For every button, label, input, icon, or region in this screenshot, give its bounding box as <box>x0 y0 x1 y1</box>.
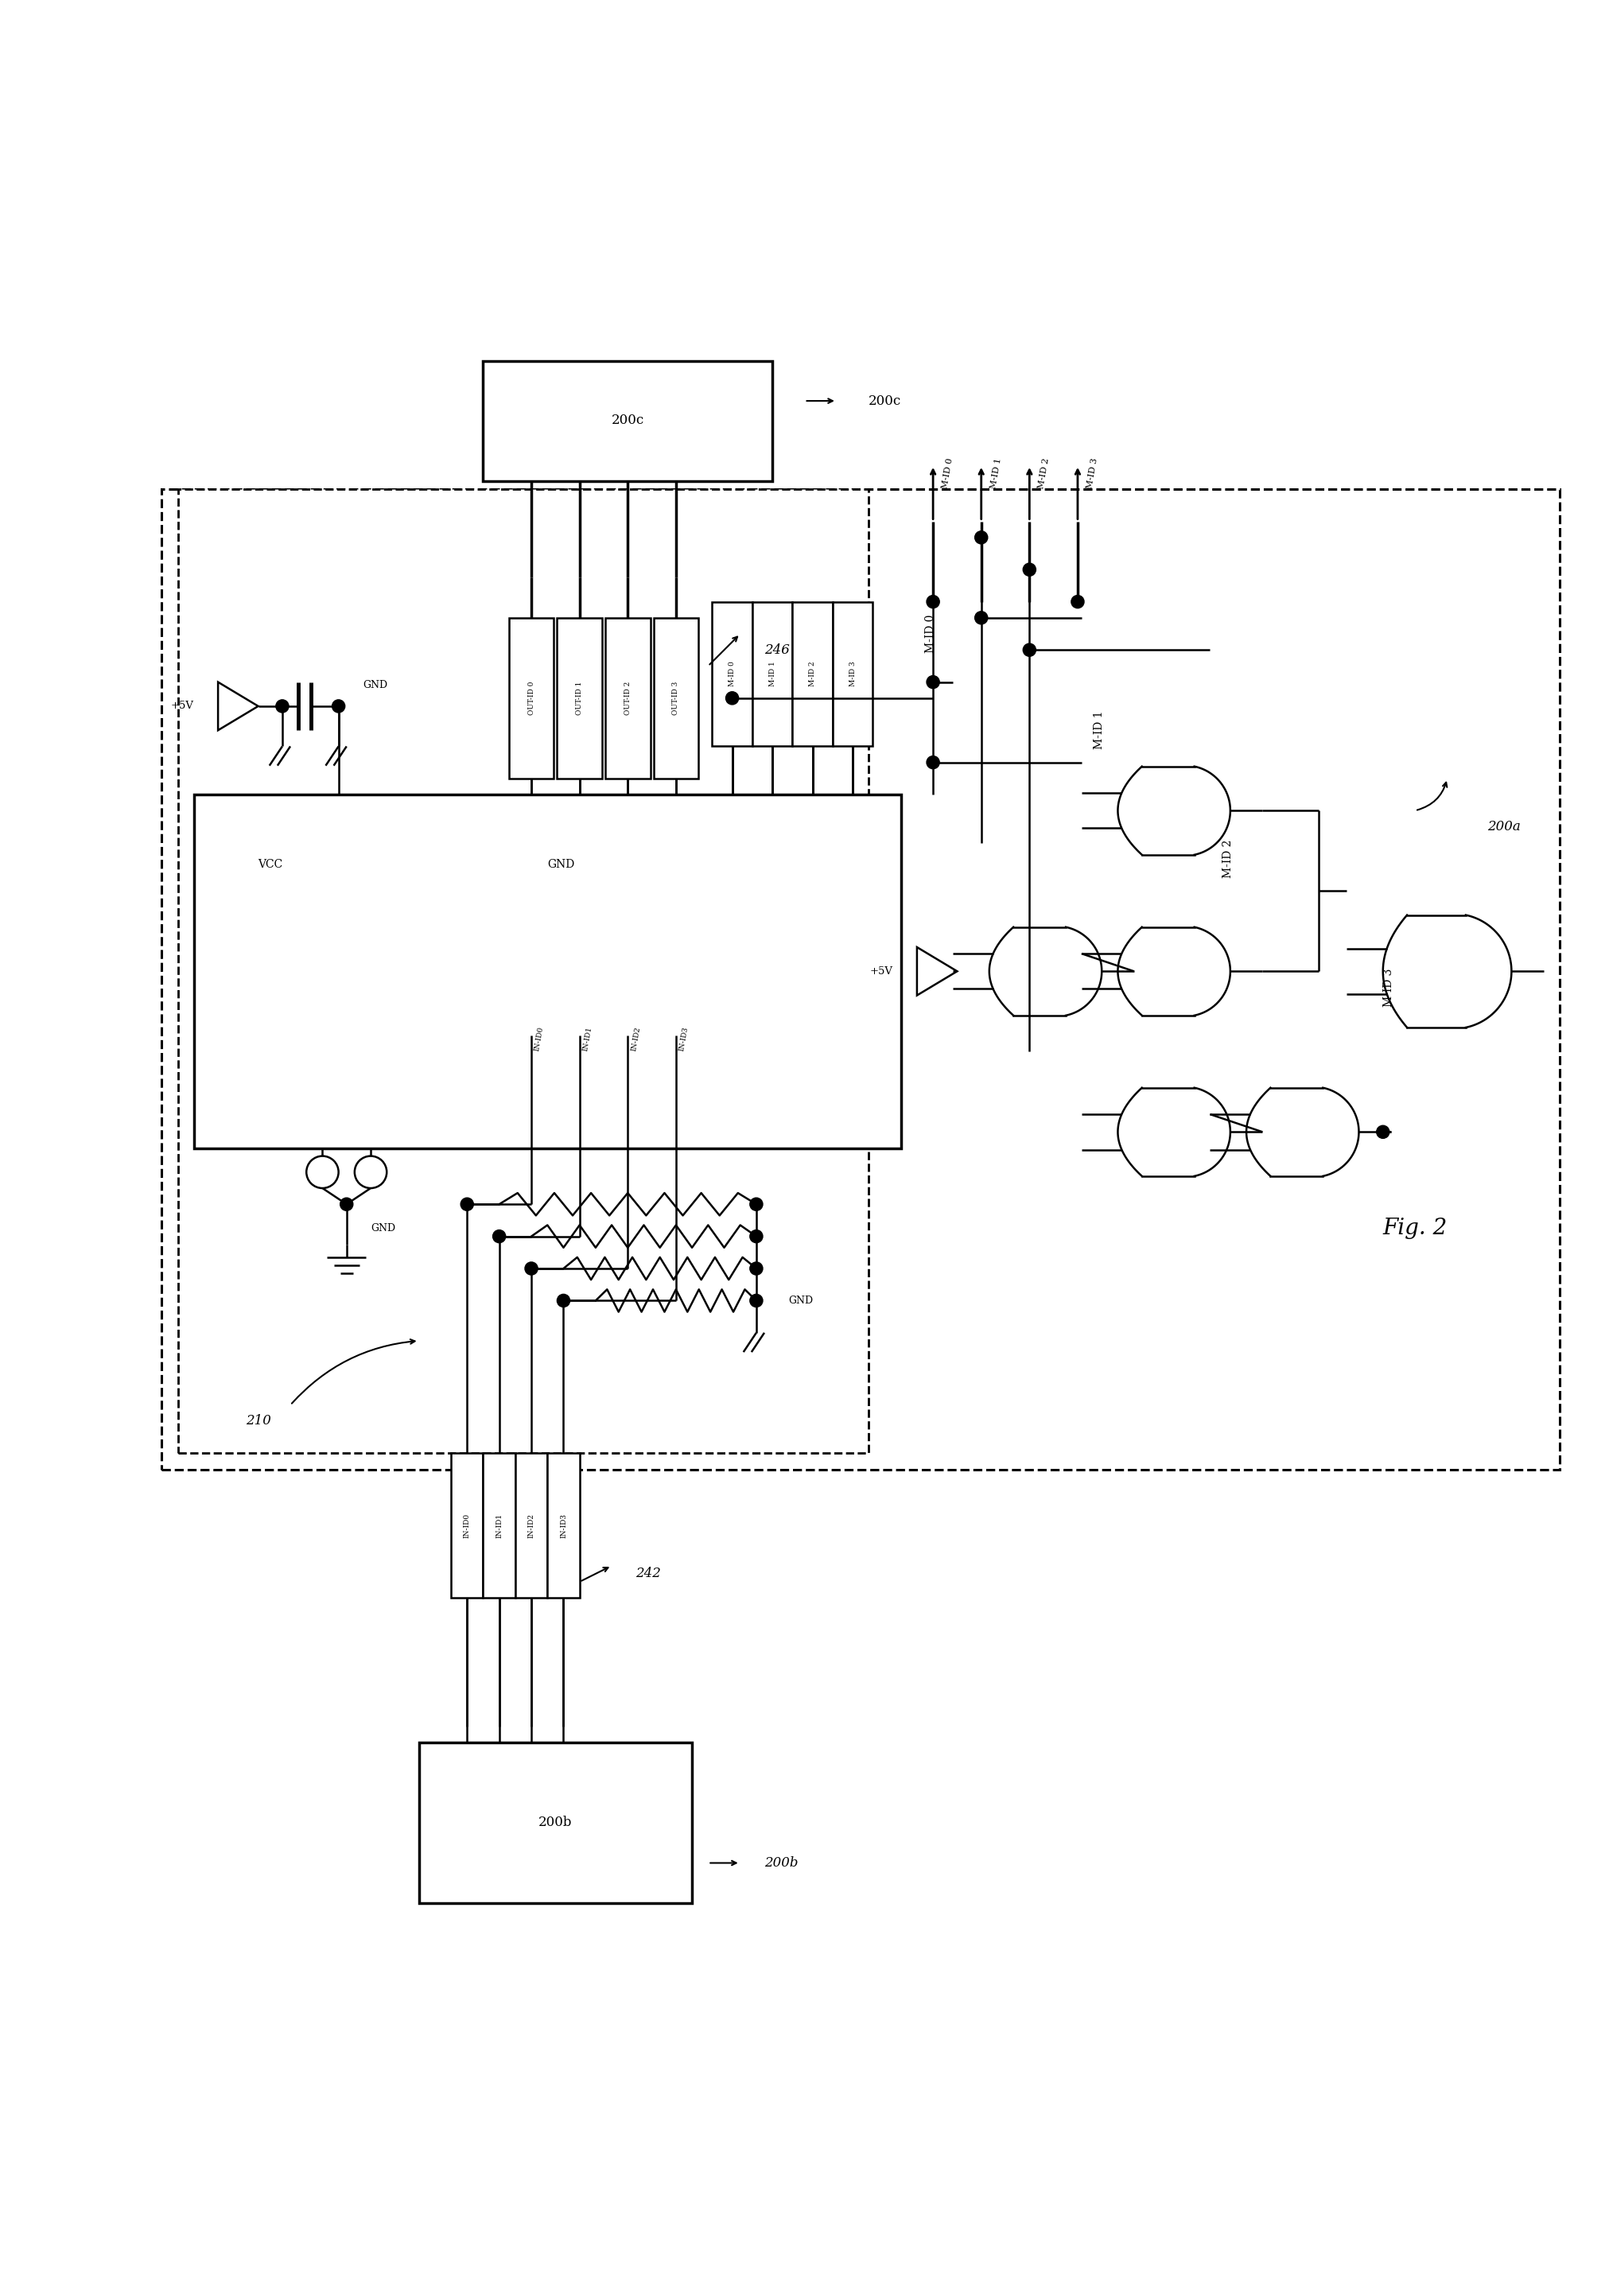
Bar <box>515 1453 547 1598</box>
Circle shape <box>1072 595 1084 608</box>
Circle shape <box>750 1199 763 1210</box>
Circle shape <box>354 1155 386 1187</box>
Circle shape <box>1023 563 1036 576</box>
Text: OUT-ID 2: OUT-ID 2 <box>624 682 631 714</box>
Text: +5V: +5V <box>870 967 893 976</box>
Bar <box>163 489 1559 1469</box>
Bar <box>179 489 869 1453</box>
Bar <box>547 1453 579 1598</box>
Circle shape <box>927 755 940 769</box>
Bar <box>508 618 553 778</box>
Text: IN-ID1: IN-ID1 <box>582 1026 594 1052</box>
Circle shape <box>750 1295 763 1306</box>
Bar <box>653 618 698 778</box>
Text: 246: 246 <box>764 643 790 657</box>
Text: IN-ID0: IN-ID0 <box>534 1026 545 1052</box>
Text: M-ID 1: M-ID 1 <box>1094 712 1105 748</box>
Text: GND: GND <box>362 680 388 691</box>
Text: M-ID 2: M-ID 2 <box>1223 840 1234 877</box>
Text: IN-ID2: IN-ID2 <box>631 1026 642 1052</box>
Circle shape <box>975 530 988 544</box>
Circle shape <box>927 595 940 608</box>
Text: 200b: 200b <box>764 1855 798 1869</box>
Text: M-ID 3: M-ID 3 <box>1086 457 1099 489</box>
Circle shape <box>306 1155 338 1187</box>
Text: M-ID 1: M-ID 1 <box>990 457 1002 489</box>
Text: IN-ID3: IN-ID3 <box>679 1026 690 1052</box>
Text: M-ID 3: M-ID 3 <box>1384 969 1393 1006</box>
Text: 200b: 200b <box>539 1816 573 1830</box>
Text: 200c: 200c <box>869 395 901 409</box>
Text: OUT-ID 3: OUT-ID 3 <box>673 682 679 714</box>
Text: OUT-ID 1: OUT-ID 1 <box>576 682 582 714</box>
Bar <box>483 360 772 482</box>
Bar <box>605 618 650 778</box>
Circle shape <box>927 675 940 689</box>
Text: 210: 210 <box>246 1414 270 1428</box>
Text: Fig. 2: Fig. 2 <box>1382 1217 1448 1240</box>
Text: IN-ID0: IN-ID0 <box>463 1513 471 1538</box>
Text: 200a: 200a <box>1487 820 1521 833</box>
Text: M-ID 1: M-ID 1 <box>769 661 776 687</box>
Circle shape <box>557 1295 570 1306</box>
Text: 242: 242 <box>636 1566 661 1580</box>
Circle shape <box>492 1231 505 1242</box>
Circle shape <box>1023 643 1036 657</box>
Text: M-ID 0: M-ID 0 <box>729 661 735 687</box>
Bar <box>557 618 602 778</box>
Bar <box>713 602 753 746</box>
Text: GND: GND <box>547 859 574 870</box>
Circle shape <box>525 1263 537 1274</box>
Circle shape <box>331 700 344 712</box>
Circle shape <box>975 611 988 625</box>
Bar <box>483 1453 515 1598</box>
Text: OUT-ID 0: OUT-ID 0 <box>528 682 534 714</box>
Text: 200c: 200c <box>611 413 644 427</box>
Circle shape <box>460 1199 473 1210</box>
Text: M-ID 0: M-ID 0 <box>941 457 954 489</box>
Text: GND: GND <box>370 1224 396 1233</box>
Text: IN-ID2: IN-ID2 <box>528 1513 534 1538</box>
Bar <box>832 602 872 746</box>
Text: IN-ID1: IN-ID1 <box>496 1513 502 1538</box>
Text: M-ID 2: M-ID 2 <box>809 661 816 687</box>
Bar <box>451 1453 483 1598</box>
Circle shape <box>726 691 739 705</box>
Text: IN-ID3: IN-ID3 <box>560 1513 566 1538</box>
Circle shape <box>750 1231 763 1242</box>
Bar <box>753 602 793 746</box>
Circle shape <box>1377 1125 1390 1139</box>
Circle shape <box>275 700 288 712</box>
Bar <box>793 602 832 746</box>
Text: M-ID 3: M-ID 3 <box>850 661 856 687</box>
Text: +5V: +5V <box>171 700 195 712</box>
Text: VCC: VCC <box>257 859 283 870</box>
Circle shape <box>339 1199 352 1210</box>
Text: M-ID 0: M-ID 0 <box>925 615 936 652</box>
Bar <box>195 794 901 1148</box>
Circle shape <box>750 1263 763 1274</box>
Bar <box>418 1743 692 1903</box>
Text: M-ID 2: M-ID 2 <box>1038 457 1051 489</box>
Text: GND: GND <box>788 1295 813 1306</box>
